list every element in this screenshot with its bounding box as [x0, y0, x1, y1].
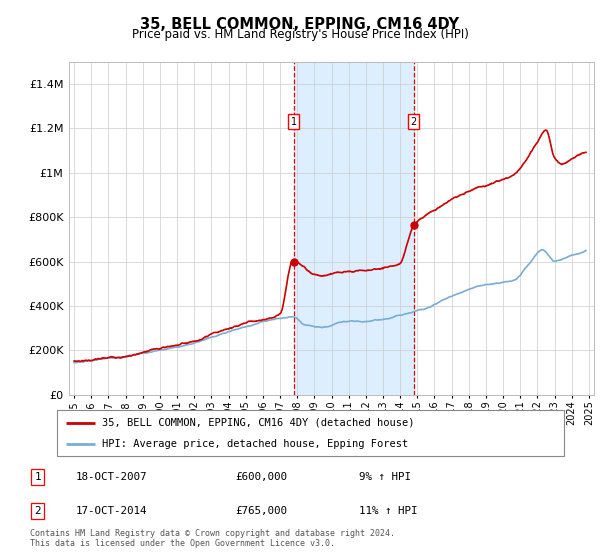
Text: 1: 1	[290, 116, 297, 127]
Text: 17-OCT-2014: 17-OCT-2014	[76, 506, 148, 516]
Text: This data is licensed under the Open Government Licence v3.0.: This data is licensed under the Open Gov…	[30, 539, 335, 548]
Text: 1: 1	[34, 472, 41, 482]
Text: 2: 2	[34, 506, 41, 516]
Text: 2: 2	[411, 116, 417, 127]
Text: 11% ↑ HPI: 11% ↑ HPI	[359, 506, 418, 516]
Text: 9% ↑ HPI: 9% ↑ HPI	[359, 472, 412, 482]
Text: Price paid vs. HM Land Registry's House Price Index (HPI): Price paid vs. HM Land Registry's House …	[131, 28, 469, 41]
Text: £765,000: £765,000	[235, 506, 287, 516]
Text: 18-OCT-2007: 18-OCT-2007	[76, 472, 148, 482]
Text: 35, BELL COMMON, EPPING, CM16 4DY (detached house): 35, BELL COMMON, EPPING, CM16 4DY (detac…	[101, 418, 414, 428]
Text: Contains HM Land Registry data © Crown copyright and database right 2024.: Contains HM Land Registry data © Crown c…	[30, 529, 395, 538]
Text: HPI: Average price, detached house, Epping Forest: HPI: Average price, detached house, Eppi…	[101, 439, 408, 449]
Text: 35, BELL COMMON, EPPING, CM16 4DY: 35, BELL COMMON, EPPING, CM16 4DY	[140, 17, 460, 32]
FancyBboxPatch shape	[57, 410, 564, 456]
Text: £600,000: £600,000	[235, 472, 287, 482]
Bar	[294, 62, 414, 395]
